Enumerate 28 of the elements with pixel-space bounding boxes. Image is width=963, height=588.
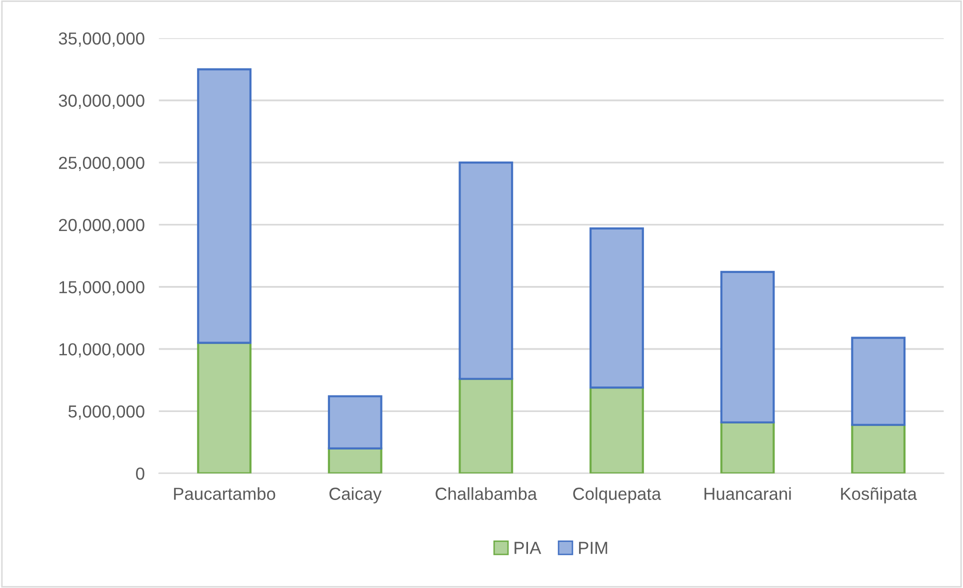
- y-tick-label: 30,000,000: [58, 94, 144, 109]
- x-tick-label: Caicay: [329, 487, 382, 504]
- legend-label: PIA: [514, 542, 542, 554]
- bar: [851, 336, 906, 426]
- bar: [720, 421, 775, 474]
- x-tick-label: Kosñipata: [841, 487, 917, 504]
- bar: [328, 395, 382, 450]
- bar: [458, 161, 514, 380]
- bar: [197, 342, 252, 474]
- y-tick-label: 10,000,000: [59, 343, 144, 358]
- bar: [590, 227, 644, 389]
- bar: [197, 68, 252, 344]
- bar: [458, 378, 514, 474]
- x-tick-label: Challabamba: [436, 487, 538, 500]
- bar: [590, 386, 644, 474]
- legend-label: PIM: [579, 542, 608, 554]
- bar: [328, 447, 382, 474]
- y-tick-label: 35,000,000: [58, 32, 144, 47]
- x-tick-label: Colquepata: [573, 487, 662, 504]
- y-tick-label: 0: [136, 468, 144, 480]
- bar: [720, 270, 775, 424]
- y-tick-label: 5,000,000: [68, 405, 144, 420]
- y-tick-label: 15,000,000: [59, 281, 144, 296]
- x-tick-label: Huancarani: [704, 487, 791, 500]
- y-tick-label: 20,000,000: [59, 218, 144, 234]
- bar: [851, 424, 906, 474]
- x-tick-label: Paucartambo: [174, 487, 276, 500]
- y-tick-label: 25,000,000: [59, 156, 144, 172]
